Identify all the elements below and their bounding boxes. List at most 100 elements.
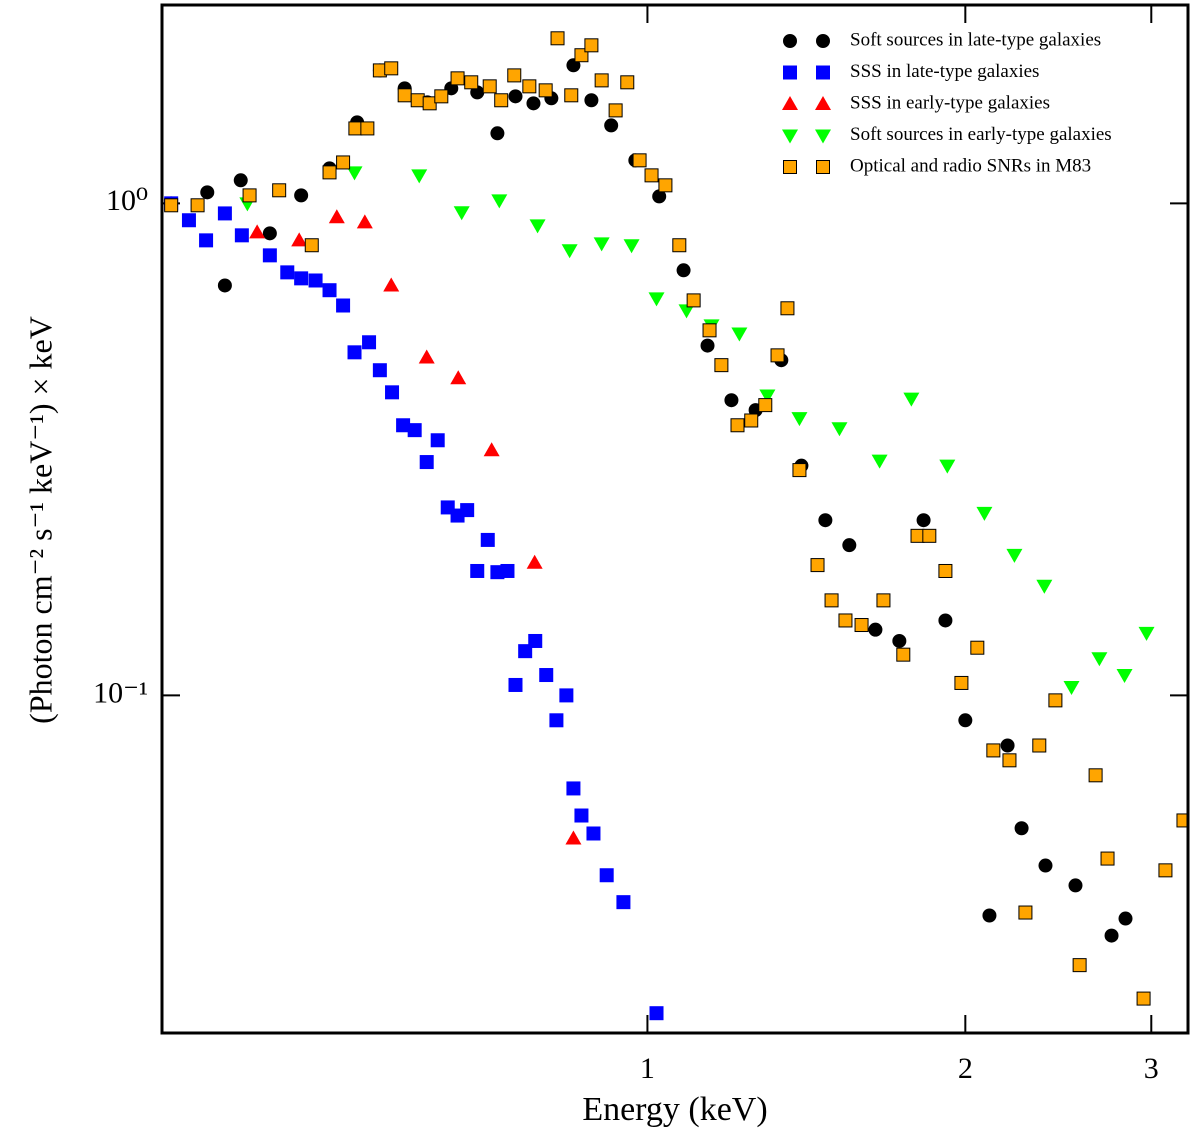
marker <box>831 422 848 437</box>
marker <box>522 79 537 94</box>
marker <box>816 160 830 174</box>
marker <box>783 34 797 48</box>
marker <box>586 826 601 841</box>
marker <box>815 96 831 110</box>
marker <box>954 675 969 690</box>
marker <box>658 178 673 193</box>
legend-label: SSS in late-type galaxies <box>850 61 1039 82</box>
marker <box>871 454 888 469</box>
marker <box>623 239 640 254</box>
marker <box>450 71 465 86</box>
marker <box>783 160 797 174</box>
marker <box>550 31 565 46</box>
marker <box>200 185 215 200</box>
marker <box>384 61 399 76</box>
marker <box>464 75 479 90</box>
marker <box>396 418 411 433</box>
marker <box>780 301 795 316</box>
marker <box>1006 548 1023 563</box>
marker <box>199 233 214 248</box>
legend-label: Optical and radio SNRs in M83 <box>850 155 1091 176</box>
marker <box>249 224 266 239</box>
marker <box>407 423 422 438</box>
marker <box>770 348 785 363</box>
marker <box>678 304 695 319</box>
marker <box>714 358 729 373</box>
marker <box>1002 753 1017 768</box>
marker <box>529 219 546 234</box>
marker <box>986 743 1001 758</box>
marker <box>584 93 599 108</box>
marker <box>970 640 985 655</box>
marker <box>584 38 599 53</box>
marker <box>644 168 659 183</box>
marker <box>164 198 179 213</box>
marker <box>982 908 997 923</box>
marker <box>1104 928 1119 943</box>
marker <box>1072 958 1087 973</box>
marker <box>731 327 748 342</box>
marker <box>383 277 400 292</box>
marker <box>922 528 937 543</box>
marker <box>397 88 412 103</box>
marker <box>500 563 515 578</box>
marker <box>460 503 475 518</box>
x-tick-label: 3 <box>1144 1052 1159 1085</box>
marker <box>759 389 776 404</box>
marker <box>818 513 833 528</box>
marker <box>616 895 631 910</box>
marker <box>528 633 543 648</box>
marker <box>491 194 508 209</box>
marker <box>939 459 956 474</box>
x-axis-label: Energy (keV) <box>582 1091 767 1128</box>
marker <box>328 209 345 224</box>
plot-frame <box>160 3 1190 1035</box>
marker <box>1014 821 1029 836</box>
marker <box>482 79 497 94</box>
marker <box>868 622 883 637</box>
marker <box>620 75 635 90</box>
marker <box>181 213 196 228</box>
marker <box>322 165 337 180</box>
marker <box>1116 669 1133 684</box>
legend-label: Soft sources in early-type galaxies <box>850 124 1112 145</box>
marker <box>896 647 911 662</box>
marker <box>508 89 523 104</box>
marker <box>686 293 701 308</box>
marker <box>632 153 647 168</box>
marker <box>608 103 623 118</box>
marker <box>1088 768 1103 783</box>
marker <box>262 226 277 241</box>
marker <box>810 558 825 573</box>
marker <box>599 868 614 883</box>
marker <box>410 93 425 108</box>
marker <box>262 248 277 263</box>
legend-label: SSS in early-type galaxies <box>850 92 1050 113</box>
marker <box>903 392 920 407</box>
marker <box>938 563 953 578</box>
marker <box>724 393 739 408</box>
marker <box>507 68 522 83</box>
marker <box>450 370 467 385</box>
marker <box>976 506 993 521</box>
marker <box>564 88 579 103</box>
marker <box>559 688 574 703</box>
marker <box>910 528 925 543</box>
marker <box>190 198 205 213</box>
marker <box>356 214 373 229</box>
marker <box>336 155 351 170</box>
marker <box>565 830 582 845</box>
marker <box>1138 626 1155 641</box>
marker <box>792 463 807 478</box>
y-tick-label: 10⁰ <box>106 184 148 217</box>
marker <box>549 713 564 728</box>
plot-area <box>164 31 1188 1021</box>
marker <box>744 413 759 428</box>
marker <box>362 335 377 350</box>
marker <box>1118 911 1133 926</box>
marker <box>322 283 337 298</box>
legend-label: Soft sources in late-type galaxies <box>850 29 1101 50</box>
marker <box>604 118 619 133</box>
marker <box>422 96 437 111</box>
